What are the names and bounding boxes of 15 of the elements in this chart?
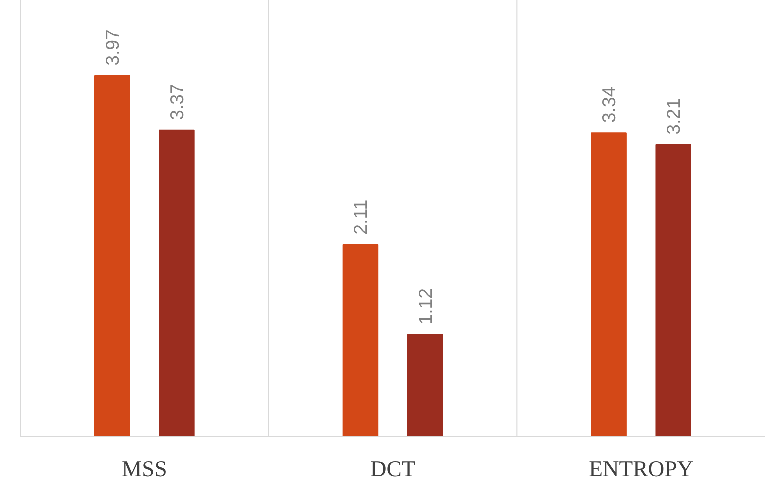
bar [591,132,627,436]
x-tick-label: MSS [122,456,168,482]
data-label: 1.12 [414,288,436,325]
bar [407,334,444,436]
bar [656,144,692,436]
data-label: 3.97 [102,30,123,66]
x-tick-label: ENTROPY [589,456,694,482]
bar [94,75,130,436]
data-label: 3.21 [663,98,684,135]
data-label: 2.11 [350,200,372,235]
bar [342,244,379,436]
data-label: 3.37 [166,84,188,120]
data-label: 3.34 [598,86,620,124]
x-tick-label: DCT [370,456,416,482]
bar [159,130,195,436]
